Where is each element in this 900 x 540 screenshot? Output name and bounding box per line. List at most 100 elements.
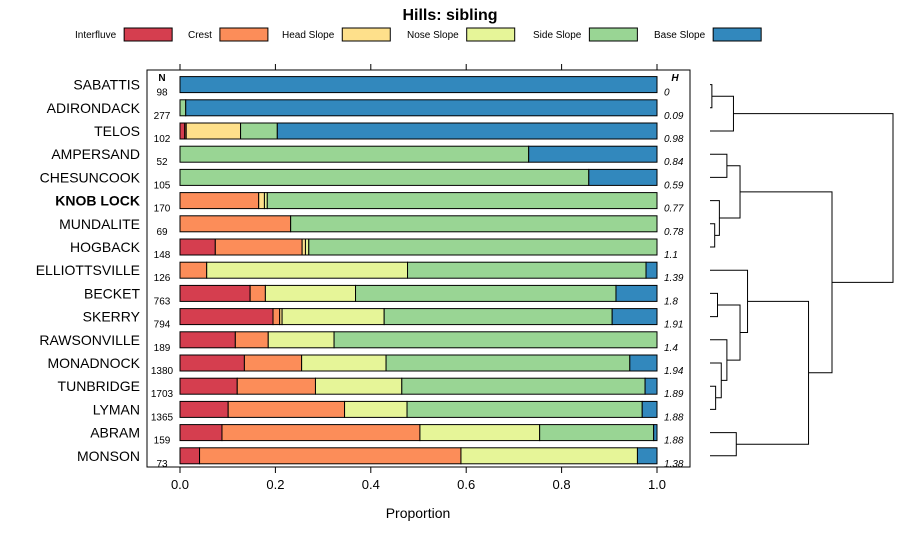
h-value: 0.77 — [664, 204, 684, 215]
chart-title: Hills: sibling — [402, 7, 497, 24]
legend-swatch — [712, 27, 762, 42]
bar-row: MONSON 73 1.38 — [77, 447, 684, 470]
bar-segment-side-slope — [539, 424, 655, 442]
legend: Interfluve Crest Head Slope Nose Slope Side … — [75, 27, 762, 42]
h-value: 0 — [664, 88, 670, 99]
category-label: BECKET — [84, 285, 140, 301]
dendrogram-link — [710, 153, 728, 178]
n-value: 98 — [156, 88, 168, 99]
h-value: 1.91 — [664, 320, 683, 331]
bar-segment-interfluve — [179, 377, 238, 395]
n-value: 1365 — [151, 412, 174, 423]
n-value: 73 — [156, 459, 168, 470]
legend-swatch — [123, 27, 173, 42]
legend-label: Interfluve — [75, 30, 117, 41]
dendrogram-link — [719, 165, 741, 219]
bar-segment-crest — [249, 284, 266, 302]
bar-segment-base-slope — [615, 284, 658, 302]
bar-row: SKERRY 794 1.91 — [83, 308, 683, 331]
bar-segment-interfluve — [179, 331, 236, 349]
n-value: 148 — [154, 250, 171, 261]
plot-border — [146, 69, 691, 468]
h-value: 0.78 — [664, 227, 684, 238]
x-tick-label: 0.6 — [457, 477, 475, 492]
dendrogram-link — [710, 292, 719, 318]
bar-row: TELOS 102 0.98 — [94, 122, 684, 145]
bar-row: BECKET 763 1.8 — [84, 284, 678, 307]
bar-segment-side-slope — [401, 377, 646, 395]
n-value: 159 — [154, 436, 171, 447]
bar-row: ELLIOTTSVILLE 126 1.39 — [36, 261, 684, 284]
x-axis-title: Proportion — [386, 505, 451, 521]
bar-row: ABRAM 159 1.88 — [90, 424, 684, 447]
category-label: RAWSONVILLE — [39, 332, 140, 348]
category-label: CHESUNCOOK — [40, 169, 141, 185]
n-value: 763 — [154, 296, 171, 307]
dendrogram-link — [733, 113, 894, 283]
bar-segment-interfluve — [179, 424, 223, 442]
bar-segment-nose-slope — [281, 308, 385, 326]
category-label: SABATTIS — [73, 77, 140, 93]
n-value: 69 — [156, 227, 168, 238]
dendrogram-link — [710, 339, 728, 381]
bar-segment-side-slope — [333, 331, 658, 349]
bar-segment-side-slope — [407, 261, 647, 279]
category-label: MONADNOCK — [47, 355, 140, 371]
bar-segment-crest — [214, 238, 303, 256]
bar-segment-base-slope — [653, 424, 658, 442]
category-label: LYMAN — [93, 401, 140, 417]
category-label: TELOS — [94, 123, 140, 139]
category-label: TUNBRIDGE — [58, 378, 140, 394]
n-value: 102 — [154, 134, 171, 145]
bar-segment-side-slope — [179, 145, 530, 163]
bar-segment-nose-slope — [460, 447, 638, 465]
n-value: 277 — [154, 111, 171, 122]
bar-segment-side-slope — [179, 168, 590, 186]
h-value: 1.89 — [664, 389, 684, 400]
bar-segment-side-slope — [308, 238, 658, 256]
bar-segment-base-slope — [528, 145, 658, 163]
n-header: N — [158, 73, 165, 84]
n-value: 170 — [154, 204, 171, 215]
bar-segment-head-slope — [301, 238, 306, 256]
dendrogram-link — [710, 95, 734, 132]
legend-label: Base Slope — [654, 30, 706, 41]
bar-segment-side-slope — [406, 400, 643, 418]
bar-segment-side-slope — [290, 215, 658, 233]
h-value: 1.39 — [664, 273, 684, 284]
h-value: 0.59 — [664, 180, 684, 191]
category-label: AMPERSAND — [51, 146, 140, 162]
dendrogram-link — [710, 84, 713, 109]
category-label: SKERRY — [83, 309, 141, 325]
bar-row: CHESUNCOOK 105 0.59 — [40, 168, 684, 191]
bar-row: HOGBACK 148 1.1 — [70, 238, 678, 261]
bar-segment-interfluve — [179, 284, 251, 302]
bar-segment-base-slope — [636, 447, 658, 465]
bar-segment-base-slope — [644, 377, 658, 395]
bar-segment-nose-slope — [206, 261, 409, 279]
x-tick-label: 0.4 — [362, 477, 380, 492]
category-label: ADIRONDACK — [47, 100, 141, 116]
bar-segment-crest — [179, 215, 292, 233]
bar-row: MUNDALITE 69 0.78 — [59, 215, 684, 238]
bar-segment-nose-slope — [304, 238, 310, 256]
h-value: 1.1 — [664, 250, 678, 261]
bar-segment-crest — [243, 354, 303, 372]
bar-segment-base-slope — [611, 308, 658, 326]
bar-segment-interfluve — [179, 354, 245, 372]
bar-segment-crest — [199, 447, 462, 465]
bar-segment-crest — [179, 261, 208, 279]
dendrogram-link — [717, 304, 741, 361]
dendrogram-link — [710, 223, 716, 248]
bar-segment-interfluve — [179, 238, 216, 256]
bar-row: KNOB LOCK 170 0.77 — [55, 192, 684, 215]
n-value: 794 — [154, 320, 171, 331]
bar-segment-interfluve — [179, 122, 186, 140]
bar-segment-base-slope — [645, 261, 658, 279]
h-value: 0.84 — [664, 157, 684, 168]
bar-segment-base-slope — [629, 354, 658, 372]
bar-segment-base-slope — [276, 122, 658, 140]
bar-row: AMPERSAND 52 0.84 — [51, 145, 684, 168]
bar-segment-nose-slope — [344, 400, 408, 418]
